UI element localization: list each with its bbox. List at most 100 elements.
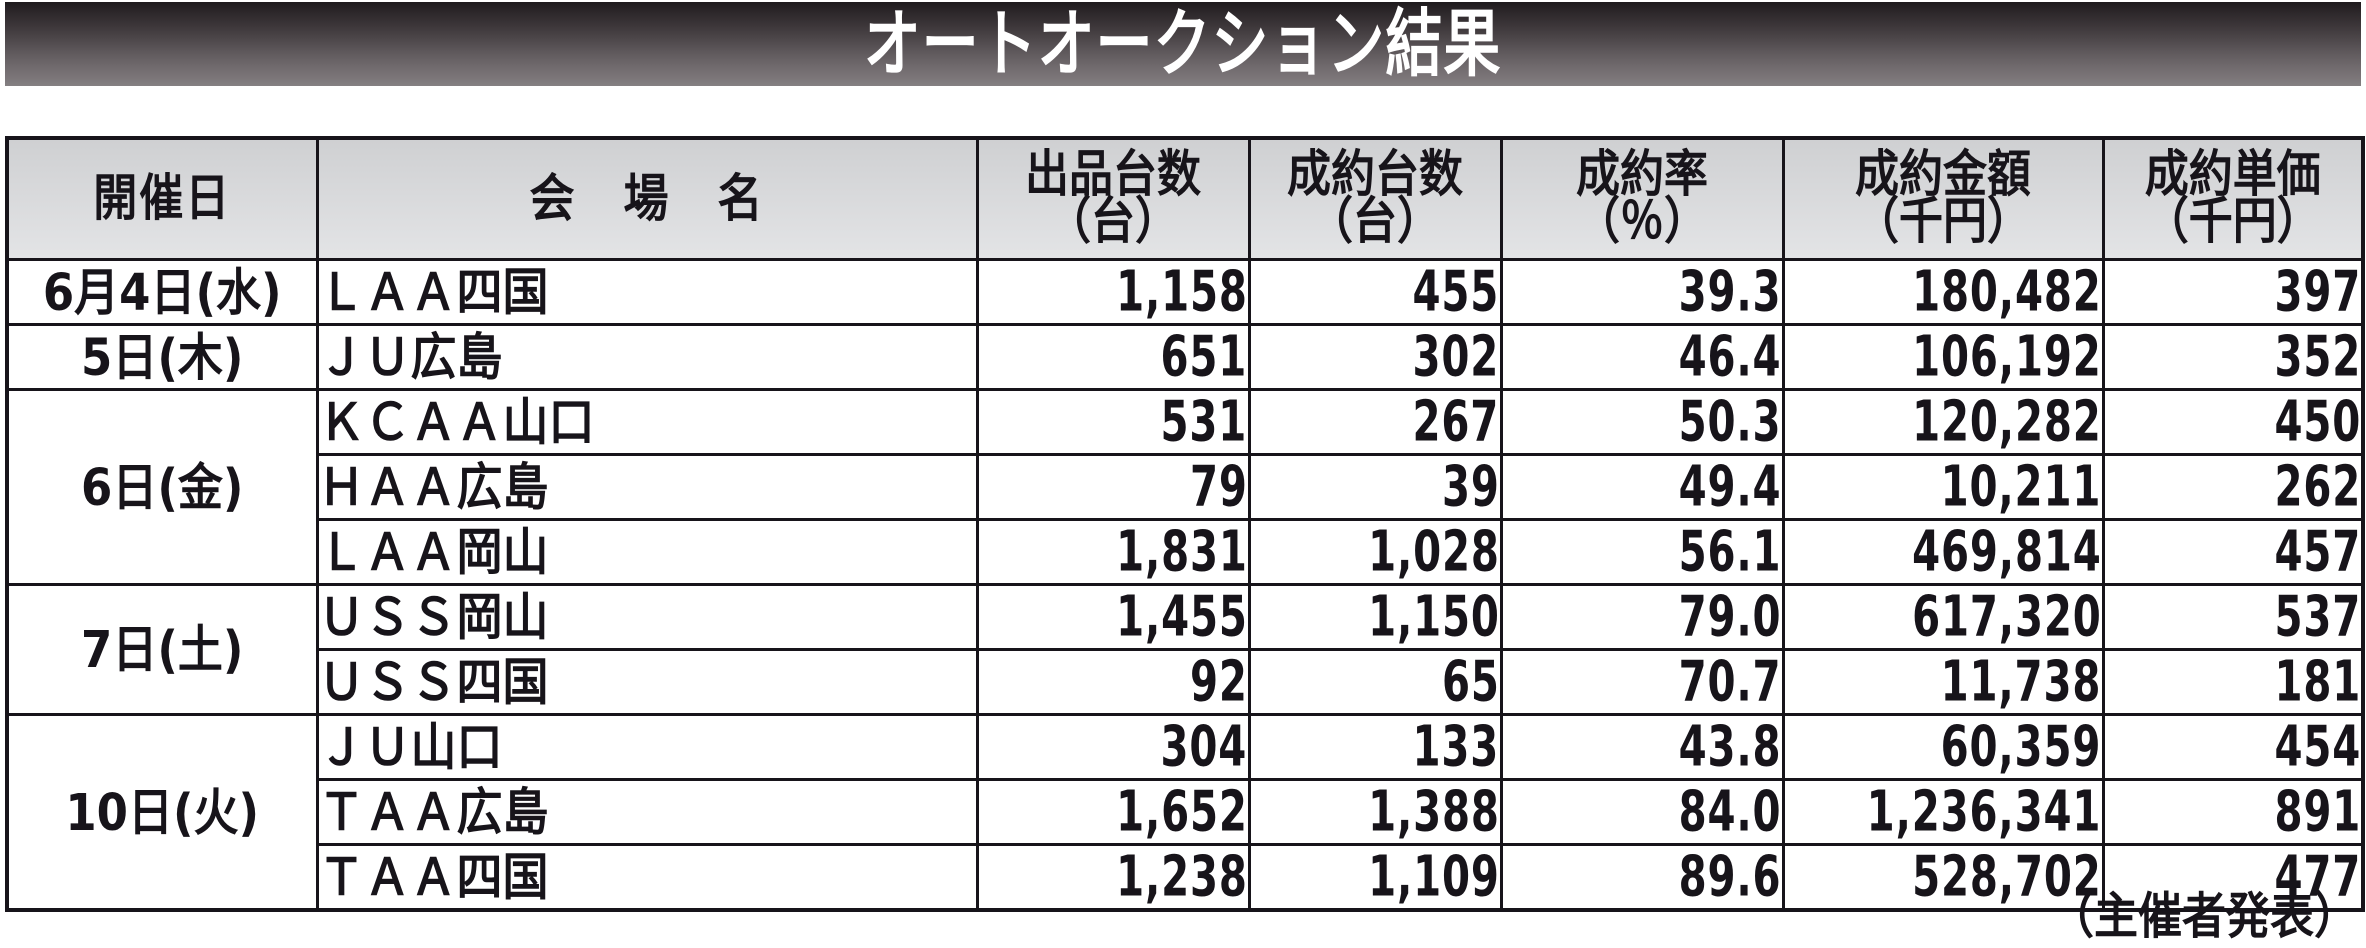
cell-amount: 106,192 (1781, 323, 2105, 391)
cell-sold-text: 455 (1412, 259, 1500, 325)
cell-unit-price: 457 (2101, 518, 2365, 586)
cell-sold: 1,388 (1247, 778, 1503, 846)
cell-amount: 1,236,341 (1781, 778, 2105, 846)
cell-venue-text: ＴＡＡ四国 (318, 847, 549, 907)
cell-amount: 528,702 (1781, 843, 2105, 912)
cell-rate: 43.8 (1499, 713, 1785, 781)
cell-amount: 60,359 (1781, 713, 2105, 781)
column-header-rate-line2: （％） (1576, 192, 1708, 251)
cell-venue-text: ＴＡＡ広島 (318, 782, 549, 842)
column-header-venue-line1: 会 場 名 (529, 168, 765, 229)
column-header-lots-line1: 出品台数 (1025, 145, 1201, 204)
cell-venue: ＴＡＡ四国 (315, 843, 979, 912)
source-note: （主催者発表） (2050, 888, 2358, 946)
cell-lots-text: 1,455 (1115, 584, 1248, 650)
cell-unit-price: 397 (2101, 258, 2365, 326)
cell-lots-text: 1,652 (1115, 779, 1248, 845)
cell-rate: 89.6 (1499, 843, 1785, 912)
cell-sold: 455 (1247, 258, 1503, 326)
cell-rate: 84.0 (1499, 778, 1785, 846)
cell-amount-text: 10,211 (1940, 454, 2102, 520)
cell-lots: 304 (975, 713, 1251, 781)
cell-rate-text: 70.7 (1678, 649, 1782, 715)
cell-amount-text: 11,738 (1940, 649, 2102, 715)
cell-rate: 56.1 (1499, 518, 1785, 586)
cell-rate-text: 39.3 (1678, 259, 1782, 325)
cell-rate-text: 56.1 (1678, 519, 1782, 585)
cell-sold: 267 (1247, 388, 1503, 456)
column-header-lots: 出品台数 （台） (975, 136, 1251, 261)
cell-lots-text: 304 (1160, 714, 1248, 780)
cell-lots: 1,831 (975, 518, 1251, 586)
column-header-amount: 成約金額 （千円） (1781, 136, 2105, 261)
table-row: 5日(木) ＪＵ広島 651 302 46.4 106,192 352 (5, 323, 2365, 391)
cell-unit-price: 262 (2101, 453, 2365, 521)
cell-rate-text: 89.6 (1678, 844, 1782, 910)
cell-unit-price: 891 (2101, 778, 2365, 846)
table-row: 7日(土) ＵＳＳ岡山 1,455 1,150 79.0 617,320 537 (5, 583, 2365, 716)
cell-rate-text: 49.4 (1678, 454, 1782, 520)
cell-lots-text: 1,831 (1115, 519, 1248, 585)
cell-venue-text: ＨＡＡ広島 (318, 457, 549, 517)
cell-lots: 531 (975, 388, 1251, 456)
cell-venue: ＬＡＡ四国 (315, 258, 979, 326)
cell-venue: ＪＵ山口 (315, 713, 979, 781)
column-header-amount-line2: （千円） (1855, 192, 2031, 251)
cell-rate: 49.4 (1499, 453, 1785, 521)
cell-amount: 180,482 (1781, 258, 2105, 326)
cell-sold-text: 267 (1412, 389, 1500, 455)
cell-date-text: 7日(土) (81, 619, 244, 680)
cell-venue: ＨＡＡ広島 (315, 453, 979, 521)
cell-lots-text: 1,238 (1115, 844, 1248, 910)
cell-amount: 469,814 (1781, 518, 2105, 586)
cell-date: 7日(土) (5, 583, 319, 716)
cell-rate: 46.4 (1499, 323, 1785, 391)
cell-amount-text: 106,192 (1911, 324, 2102, 390)
title-banner: オートオークション結果 (5, 2, 2361, 86)
cell-unit-price-text: 457 (2274, 519, 2361, 585)
cell-unit-price: 181 (2101, 648, 2365, 716)
cell-venue: ＴＡＡ広島 (315, 778, 979, 846)
page-title: オートオークション結果 (864, 2, 1502, 86)
cell-unit-price-text: 537 (2274, 584, 2361, 650)
cell-unit-price-text: 262 (2274, 454, 2361, 520)
cell-rate: 39.3 (1499, 258, 1785, 326)
cell-amount: 10,211 (1781, 453, 2105, 521)
column-header-unit-price: 成約単価 （千円） (2101, 136, 2365, 261)
cell-sold: 1,109 (1247, 843, 1503, 912)
cell-amount-text: 60,359 (1940, 714, 2102, 780)
cell-amount-text: 120,282 (1911, 389, 2102, 455)
cell-date-text: 10日(火) (65, 782, 260, 842)
cell-unit-price-text: 352 (2274, 324, 2361, 390)
cell-amount-text: 469,814 (1911, 519, 2102, 585)
table-body: 6月4日(水) ＬＡＡ四国 1,158 455 39.3 180,482 397 5日(木) Ｊ… (5, 258, 2365, 912)
cell-venue-text: ＬＡＡ岡山 (318, 522, 549, 582)
cell-date-text: 6日(金) (81, 457, 244, 517)
cell-sold-text: 1,388 (1367, 779, 1500, 845)
column-header-date-line1: 開催日 (93, 169, 232, 228)
cell-sold-text: 302 (1412, 324, 1500, 390)
cell-venue: ＫＣＡＡ山口 (315, 388, 979, 456)
cell-sold-text: 1,028 (1367, 519, 1500, 585)
cell-date: 5日(木) (5, 323, 319, 391)
cell-unit-price-text: 450 (2274, 389, 2361, 455)
column-header-sold-line2: （台） (1309, 192, 1441, 251)
cell-rate-text: 50.3 (1678, 389, 1782, 455)
cell-unit-price: 352 (2101, 323, 2365, 391)
table-row: ＨＡＡ広島 79 39 49.4 10,211 262 (7, 453, 2365, 521)
cell-sold-text: 1,109 (1367, 844, 1500, 910)
cell-lots-text: 531 (1160, 389, 1248, 455)
column-header-unit-price-line1: 成約単価 (2144, 145, 2321, 204)
cell-lots: 92 (975, 648, 1251, 716)
column-header-sold: 成約台数 （台） (1247, 136, 1503, 261)
cell-unit-price: 450 (2101, 388, 2365, 456)
cell-lots-text: 92 (1189, 649, 1248, 715)
cell-venue: ＵＳＳ岡山 (315, 583, 979, 651)
cell-date-text: 5日(木) (81, 327, 244, 387)
cell-venue: ＬＡＡ岡山 (315, 518, 979, 586)
cell-rate-text: 43.8 (1678, 714, 1782, 780)
column-header-amount-line1: 成約金額 (1855, 145, 2031, 204)
cell-unit-price-text: 454 (2274, 714, 2361, 780)
cell-venue-text: ＫＣＡＡ山口 (318, 392, 595, 452)
